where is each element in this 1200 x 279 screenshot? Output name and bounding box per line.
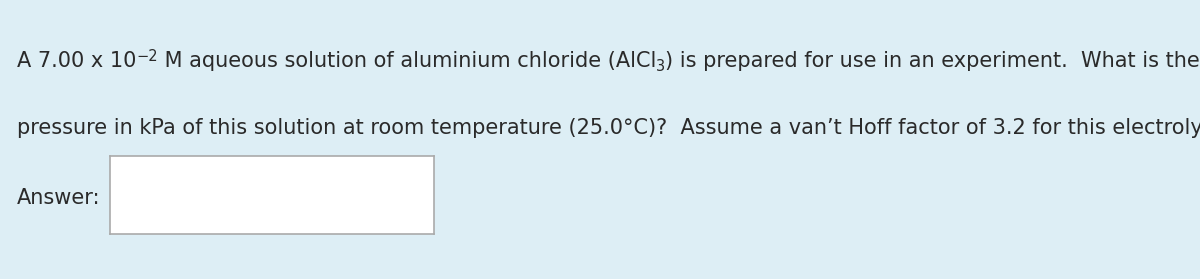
Text: −2: −2 bbox=[136, 49, 158, 64]
Text: ) is prepared for use in an experiment.  What is the osmotic: ) is prepared for use in an experiment. … bbox=[665, 51, 1200, 71]
Text: pressure in kPa of this solution at room temperature (25.0°C)?  Assume a van’t H: pressure in kPa of this solution at room… bbox=[17, 118, 1200, 138]
Text: M aqueous solution of aluminium chloride (AlCl: M aqueous solution of aluminium chloride… bbox=[158, 51, 656, 71]
Text: A 7.00 x 10: A 7.00 x 10 bbox=[17, 51, 136, 71]
Text: Answer:: Answer: bbox=[17, 188, 101, 208]
Text: 3: 3 bbox=[656, 59, 665, 74]
